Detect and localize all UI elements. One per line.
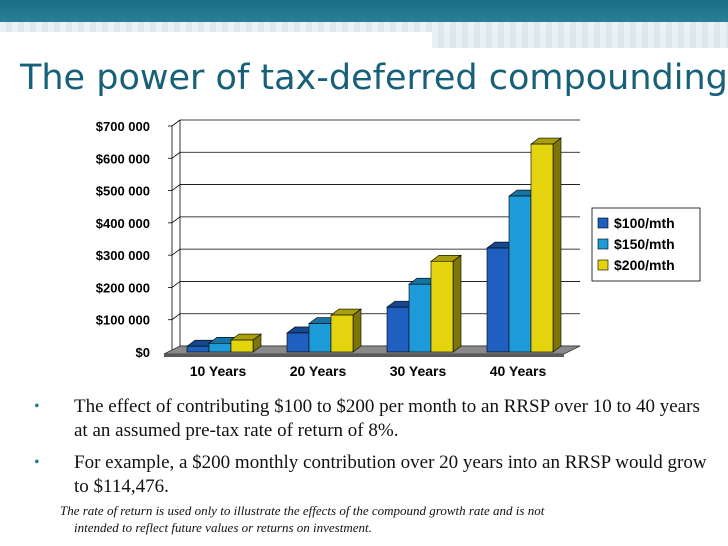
chart-floor-edge [164,354,564,357]
x-tick-label: 40 Years [490,363,547,379]
legend-swatch [597,217,609,229]
top-stripe-block [432,32,728,48]
bar-chart: $0 $100 000 $200 000 $300 000 $400 000 $500 0… [96,119,701,379]
bullet-dot-icon: • [34,398,40,415]
top-stripe [0,22,728,32]
y-tick-label: $100 000 [96,313,150,328]
y-tick-label: $500 000 [96,184,150,199]
top-banner [0,0,728,22]
legend-swatch [597,259,609,271]
gridline-side [171,119,181,127]
bar [530,143,554,353]
x-tick-label: 10 Years [190,363,247,379]
gridline-side [171,216,181,224]
bullet-item: • The effect of contributing $100 to $20… [34,395,714,443]
bar [286,332,310,353]
bar [186,345,210,353]
bar [308,323,332,353]
bullet-text: For example, a $200 monthly contribution… [74,452,707,497]
disclaimer-line: intended to reflect future values or ret… [74,520,372,535]
gridline-side [171,184,181,191]
legend-label: $150/mth [614,236,675,252]
gridline-side [171,313,181,321]
bullet-item: • For example, a $200 monthly contributi… [34,451,714,499]
legend-swatch [597,238,609,250]
slide-title: The power of tax-deferred compounding [20,58,728,98]
y-tick-label: $200 000 [96,280,150,295]
y-tick-label: $0 [136,345,150,360]
bar-side [552,137,562,353]
bar [508,195,532,353]
gridline-side [171,281,181,288]
y-tick-label: $400 000 [96,216,150,231]
bar [386,306,410,353]
bar [486,247,510,353]
gridline-side [171,151,181,159]
legend-label: $100/mth [614,215,675,231]
y-tick-label: $700 000 [96,119,150,134]
bullet-text: The effect of contributing $100 to $200 … [74,396,700,441]
x-tick-label: 20 Years [290,363,347,379]
bullet-dot-icon: • [34,454,40,471]
y-tick-label: $600 000 [96,151,150,166]
bar [230,339,254,353]
bar-side [352,308,362,353]
disclaimer-line: The rate of return is used only to illus… [60,503,545,518]
bullet-list: • The effect of contributing $100 to $20… [34,395,714,507]
bar [208,342,232,353]
bar [408,283,432,353]
legend-box [591,207,701,282]
legend-label: $200/mth [614,257,675,273]
bar [430,260,454,353]
bar [330,314,354,353]
disclaimer-note: The rate of return is used only to illus… [60,502,680,536]
gridline-side [171,248,181,256]
y-tick-label: $300 000 [96,248,150,263]
bar-side [452,254,462,353]
x-tick-label: 30 Years [390,363,447,379]
